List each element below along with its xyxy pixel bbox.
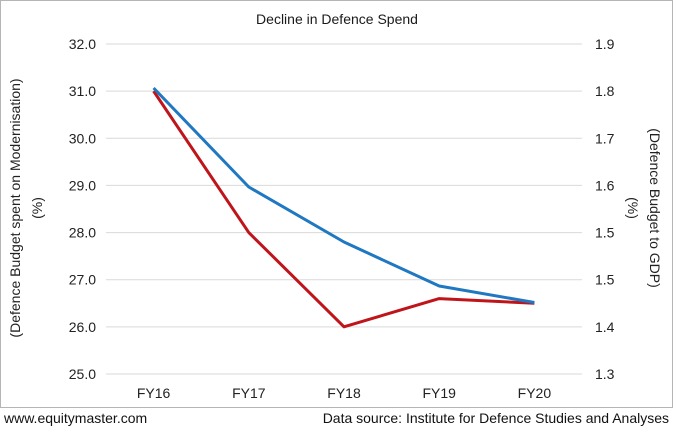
gridlines <box>106 43 582 375</box>
series-line <box>152 86 535 304</box>
right-tick-label: 1.7 <box>595 130 615 146</box>
right-axis-ticks: 1.3 1.4 1.5 1.5 1.6 1.7 1.8 1.9 <box>595 36 615 382</box>
left-axis-label-line2: (%) <box>29 197 45 219</box>
right-tick-label: 1.5 <box>595 272 615 288</box>
x-tick-label: FY17 <box>232 385 266 401</box>
left-axis-label: (Defence Budget spent on Modernisation) … <box>7 78 45 337</box>
left-tick-label: 32.0 <box>69 36 96 52</box>
left-tick-label: 25.0 <box>69 366 96 382</box>
data-source: Data source: Institute for Defence Studi… <box>322 410 669 426</box>
left-tick-label: 28.0 <box>69 225 96 241</box>
source-site: www.equitymaster.com <box>4 410 148 426</box>
series-lines <box>152 86 535 329</box>
left-axis-ticks: 25.0 26.0 27.0 28.0 29.0 30.0 31.0 32.0 <box>69 36 96 382</box>
chart-title: Decline in Defence Spend <box>256 11 418 27</box>
series-line <box>152 90 535 329</box>
line-chart: Decline in Defence Spend 25.0 26.0 27.0 28.… <box>7 11 663 401</box>
right-axis-label: (Defence Budget to GDP) (%) <box>625 128 663 288</box>
right-tick-label: 1.4 <box>595 319 615 335</box>
left-tick-label: 29.0 <box>69 177 96 193</box>
right-tick-label: 1.8 <box>595 83 615 99</box>
right-tick-label: 1.9 <box>595 36 615 52</box>
right-tick-label: 1.6 <box>595 177 615 193</box>
right-axis-label-line2: (%) <box>625 197 641 219</box>
x-tick-label: FY19 <box>422 385 456 401</box>
left-tick-label: 26.0 <box>69 319 96 335</box>
left-tick-label: 30.0 <box>69 130 96 146</box>
x-tick-label: FY20 <box>518 385 552 401</box>
right-tick-label: 1.3 <box>595 366 615 382</box>
x-tick-label: FY18 <box>327 385 361 401</box>
chart-frame <box>0 0 673 408</box>
x-axis-ticks: FY16 FY17 FY18 FY19 FY20 <box>137 385 551 401</box>
left-tick-label: 27.0 <box>69 272 96 288</box>
right-tick-label: 1.5 <box>595 225 615 241</box>
left-tick-label: 31.0 <box>69 83 96 99</box>
x-tick-label: FY16 <box>137 385 171 401</box>
left-axis-label-line1: (Defence Budget spent on Modernisation) <box>7 78 23 337</box>
right-axis-label-line1: (Defence Budget to GDP) <box>647 128 663 288</box>
